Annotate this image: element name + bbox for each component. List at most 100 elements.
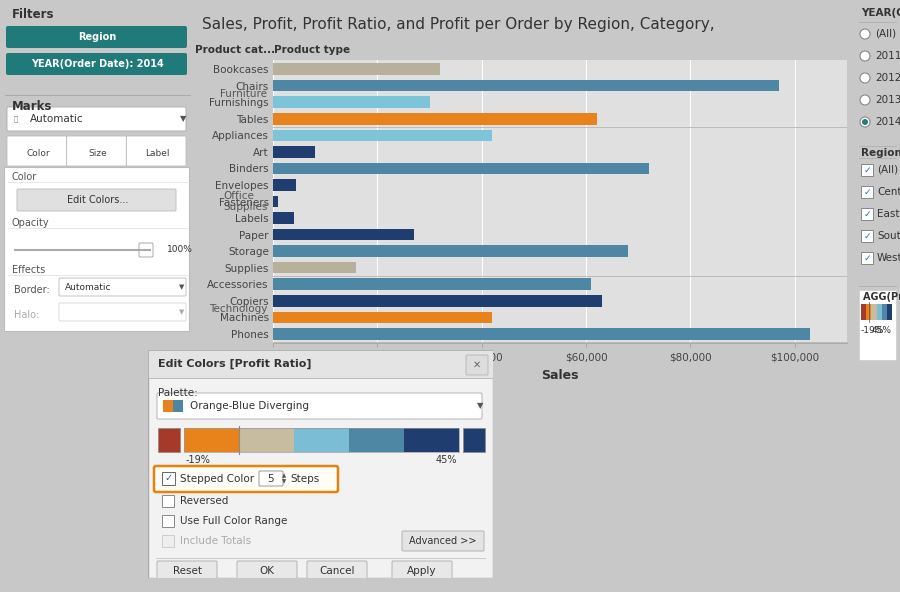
FancyBboxPatch shape (154, 466, 338, 492)
Text: OK: OK (259, 566, 274, 576)
Bar (273, 229, 414, 240)
Bar (861, 164, 873, 176)
Bar (163, 400, 173, 412)
Text: Effects: Effects (12, 265, 45, 275)
Text: Cancel: Cancel (320, 566, 355, 576)
Bar (273, 328, 811, 340)
Text: Region: Region (861, 148, 900, 158)
Text: 2013: 2013 (875, 95, 900, 105)
Text: Office
Supplies: Office Supplies (223, 191, 267, 213)
Text: Label: Label (145, 149, 169, 157)
FancyBboxPatch shape (466, 355, 488, 375)
FancyBboxPatch shape (157, 561, 217, 581)
Bar (861, 208, 873, 220)
Circle shape (860, 73, 870, 83)
FancyBboxPatch shape (237, 561, 297, 581)
Text: Advanced >>: Advanced >> (410, 536, 477, 546)
Bar (162, 535, 174, 547)
Bar (877, 304, 882, 320)
Circle shape (860, 29, 870, 39)
Text: Automatic: Automatic (30, 114, 84, 124)
Text: Palette:: Palette: (158, 388, 198, 398)
Text: ✓: ✓ (863, 231, 871, 240)
Text: Opacity: Opacity (12, 218, 50, 228)
Text: AGG(Profit Ratio): AGG(Profit Ratio) (863, 292, 900, 302)
Text: 2014: 2014 (875, 117, 900, 127)
Bar (273, 295, 602, 307)
Circle shape (862, 119, 868, 125)
Text: Technology: Technology (209, 304, 267, 314)
FancyBboxPatch shape (7, 136, 67, 166)
Bar (273, 96, 429, 108)
Text: -19%: -19% (861, 326, 885, 335)
Bar (184, 428, 459, 452)
Text: ▼: ▼ (180, 114, 186, 124)
Text: 45%: 45% (872, 326, 892, 335)
Text: 2011: 2011 (875, 51, 900, 61)
Text: Size: Size (88, 149, 107, 157)
Text: ▼: ▼ (477, 401, 483, 410)
Bar (273, 311, 492, 323)
Bar (184, 428, 239, 452)
Bar (882, 304, 886, 320)
Bar (239, 428, 294, 452)
FancyBboxPatch shape (392, 561, 452, 581)
Text: 100%: 100% (167, 246, 193, 255)
Bar (273, 63, 440, 75)
Text: East: East (877, 209, 899, 219)
Bar (886, 304, 892, 320)
Text: ⬛: ⬛ (14, 115, 18, 123)
X-axis label: Sales: Sales (541, 369, 579, 382)
Bar (273, 179, 296, 191)
Text: Apply: Apply (407, 566, 436, 576)
FancyBboxPatch shape (59, 303, 186, 321)
Text: Color: Color (26, 149, 50, 157)
Bar (273, 146, 315, 157)
Text: Use Full Color Range: Use Full Color Range (180, 516, 287, 526)
Text: Region: Region (78, 32, 117, 42)
Text: West: West (877, 253, 900, 263)
Text: ✓: ✓ (863, 253, 871, 262)
Bar (273, 80, 779, 91)
Bar (162, 472, 175, 485)
Text: 2012: 2012 (875, 73, 900, 83)
Circle shape (860, 117, 870, 127)
FancyBboxPatch shape (402, 531, 484, 551)
FancyBboxPatch shape (259, 471, 283, 486)
FancyBboxPatch shape (157, 393, 482, 419)
Bar (861, 230, 873, 242)
Text: Include Totals: Include Totals (180, 536, 251, 546)
FancyBboxPatch shape (6, 53, 187, 75)
Bar (173, 400, 183, 412)
Text: ▲: ▲ (282, 474, 286, 478)
Bar (273, 163, 649, 174)
Text: Product type: Product type (274, 45, 350, 55)
Text: Stepped Color: Stepped Color (180, 474, 254, 484)
Text: ✓: ✓ (863, 188, 871, 197)
Text: Reversed: Reversed (180, 496, 229, 506)
FancyBboxPatch shape (67, 136, 126, 166)
Text: Halo:: Halo: (14, 310, 40, 320)
FancyBboxPatch shape (59, 278, 186, 296)
Text: Marks: Marks (12, 100, 52, 113)
Bar (859, 290, 896, 360)
Text: ▼: ▼ (282, 480, 286, 484)
Bar (349, 428, 404, 452)
Bar (162, 495, 174, 507)
Circle shape (860, 51, 870, 61)
Bar (162, 515, 174, 527)
Text: 45%: 45% (436, 455, 457, 465)
Text: Sales, Profit, Profit Ratio, and Profit per Order by Region, Category,: Sales, Profit, Profit Ratio, and Profit … (202, 18, 715, 33)
Text: 5: 5 (267, 474, 274, 484)
Bar (273, 245, 628, 257)
Text: Reset: Reset (173, 566, 202, 576)
Text: (All): (All) (877, 165, 898, 175)
Bar (871, 304, 877, 320)
Text: Edit Colors...: Edit Colors... (67, 195, 128, 205)
Bar (294, 428, 349, 452)
Text: YEAR(Order Date): 2014: YEAR(Order Date): 2014 (32, 59, 164, 69)
Text: Furniture: Furniture (220, 89, 267, 99)
Bar (273, 213, 294, 224)
Bar (861, 252, 873, 264)
Text: Color: Color (12, 172, 37, 182)
